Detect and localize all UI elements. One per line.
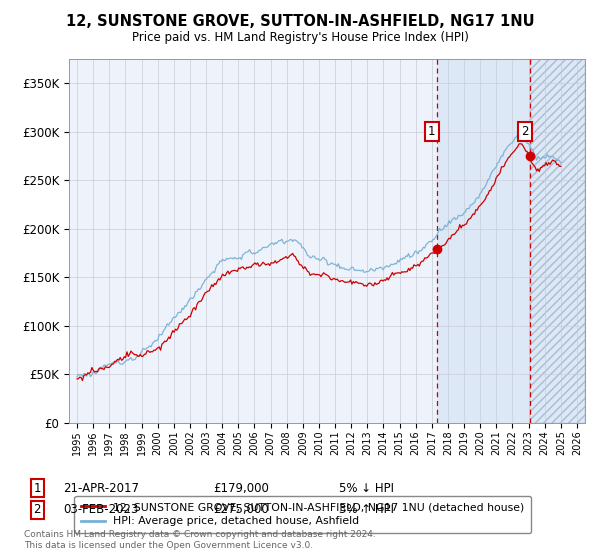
Text: This data is licensed under the Open Government Licence v3.0.: This data is licensed under the Open Gov…	[24, 541, 313, 550]
Text: 1: 1	[428, 125, 436, 138]
Bar	[530, 59, 585, 423]
Legend: 12, SUNSTONE GROVE, SUTTON-IN-ASHFIELD, NG17 1NU (detached house), HPI: Average : 12, SUNSTONE GROVE, SUTTON-IN-ASHFIELD, …	[74, 496, 531, 533]
Text: 21-APR-2017: 21-APR-2017	[63, 482, 139, 495]
Text: 03-FEB-2023: 03-FEB-2023	[63, 503, 139, 516]
Bar	[437, 59, 530, 423]
Text: 2: 2	[521, 125, 529, 138]
Text: 2: 2	[34, 503, 41, 516]
Text: £275,000: £275,000	[213, 503, 269, 516]
Text: 5% ↓ HPI: 5% ↓ HPI	[339, 482, 394, 495]
Text: Contains HM Land Registry data © Crown copyright and database right 2024.: Contains HM Land Registry data © Crown c…	[24, 530, 376, 539]
Text: 3% ↑ HPI: 3% ↑ HPI	[339, 503, 394, 516]
Text: 1: 1	[34, 482, 41, 495]
Text: £179,000: £179,000	[213, 482, 269, 495]
Text: 12, SUNSTONE GROVE, SUTTON-IN-ASHFIELD, NG17 1NU: 12, SUNSTONE GROVE, SUTTON-IN-ASHFIELD, …	[65, 14, 535, 29]
Bar	[530, 59, 585, 423]
Text: Price paid vs. HM Land Registry's House Price Index (HPI): Price paid vs. HM Land Registry's House …	[131, 31, 469, 44]
